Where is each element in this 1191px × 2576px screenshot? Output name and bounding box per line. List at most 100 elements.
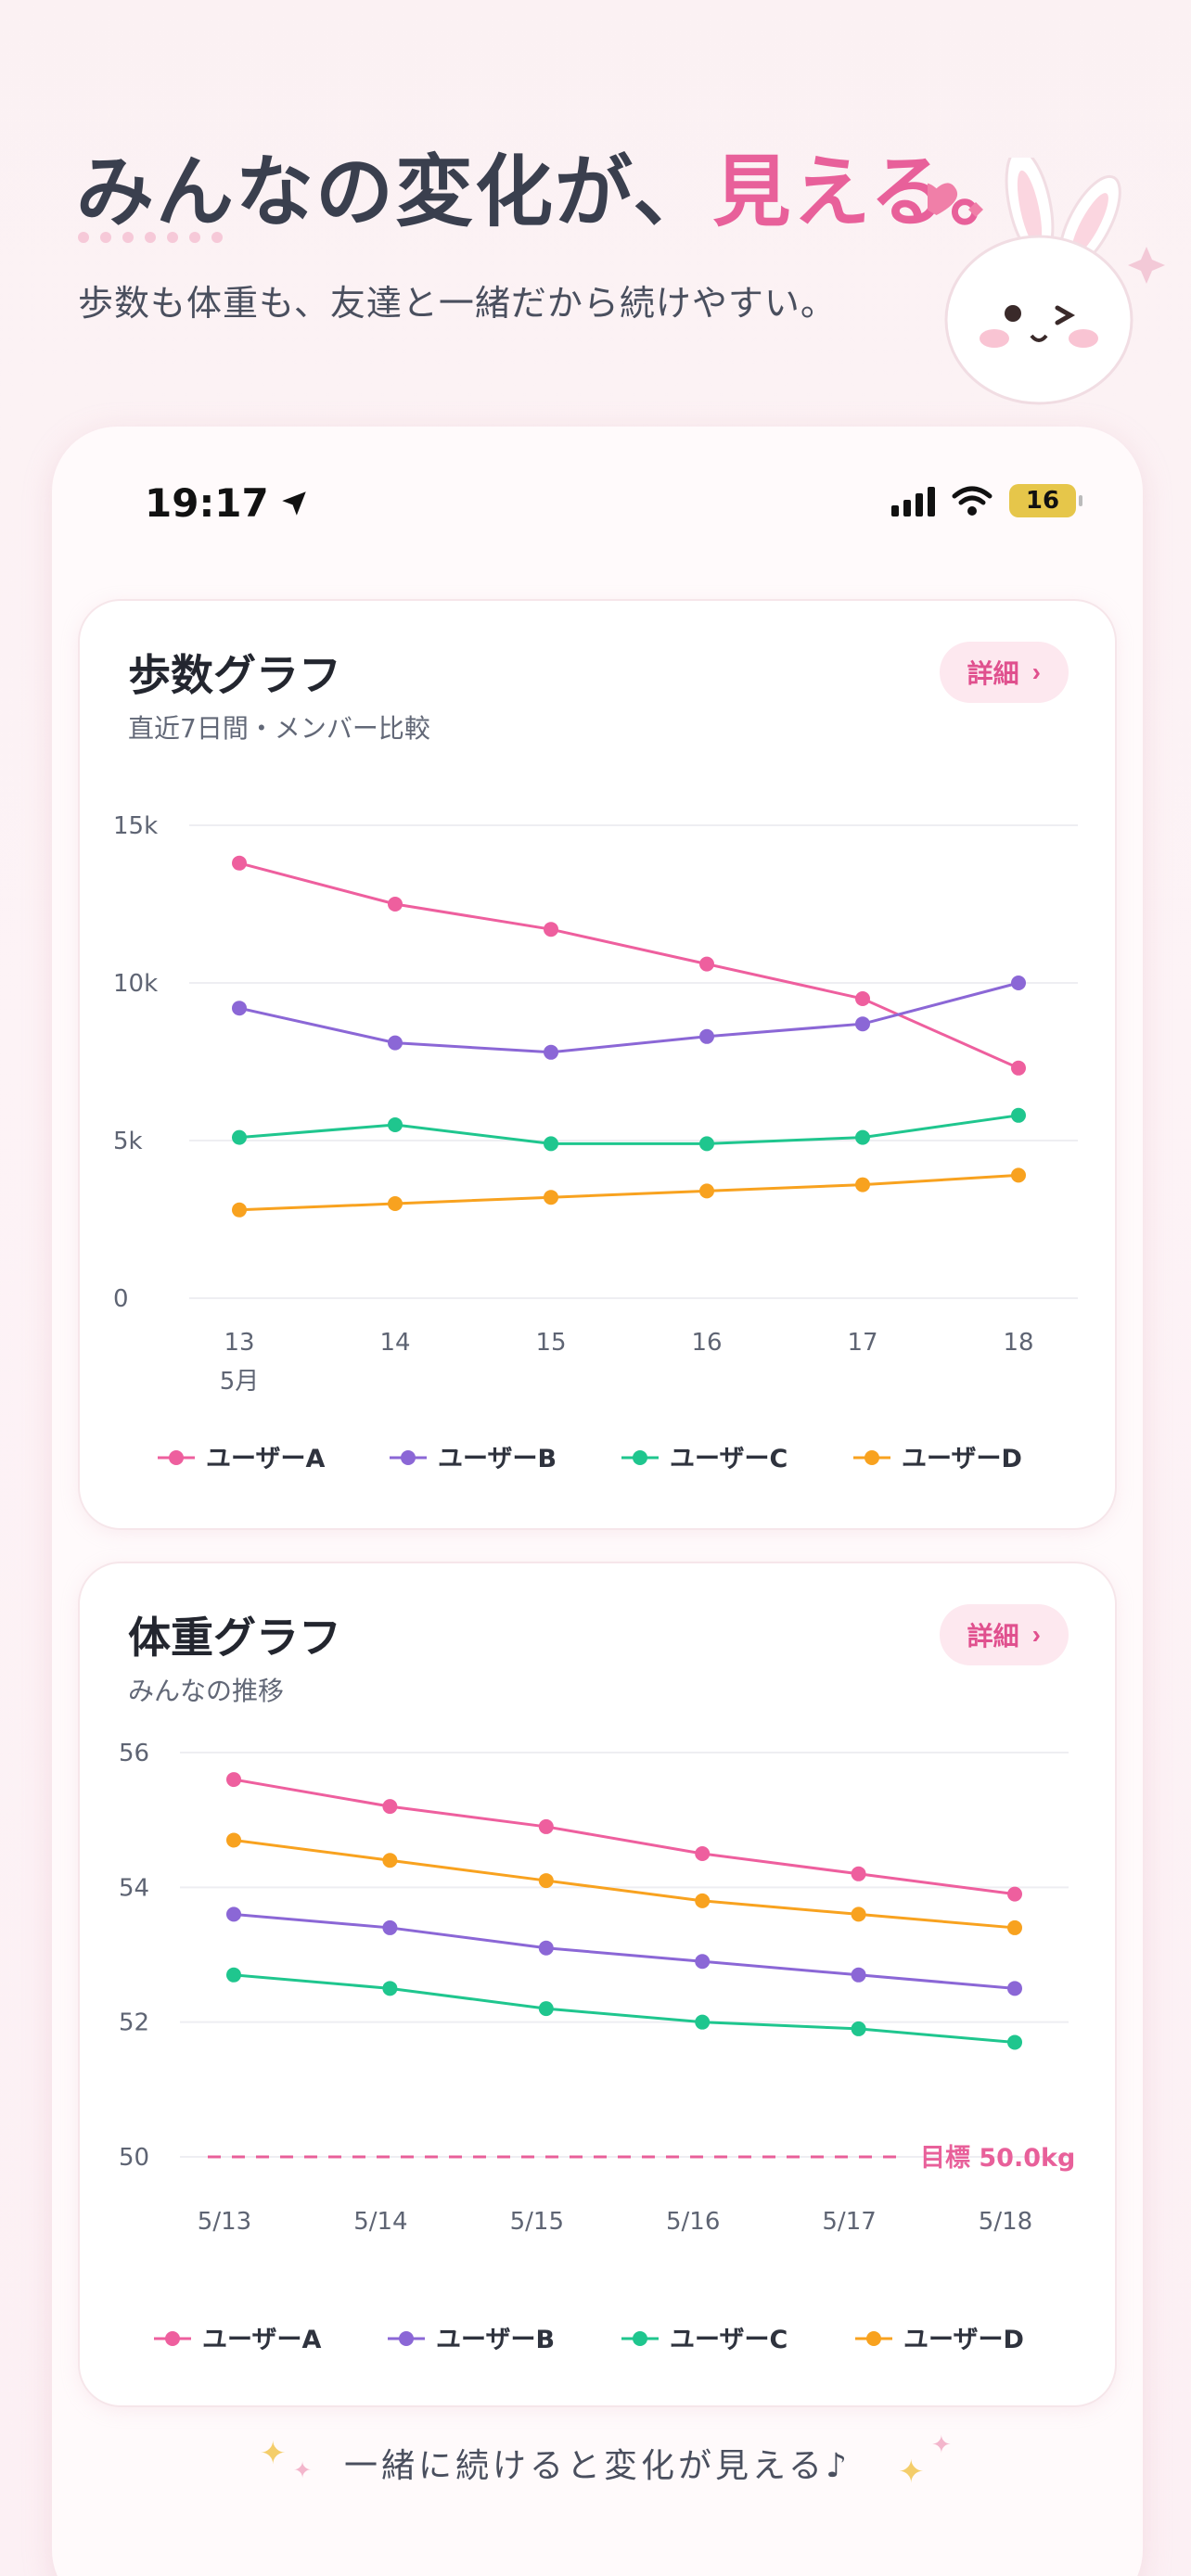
data-point	[695, 1846, 711, 1861]
data-point	[538, 1873, 554, 1889]
y-tick-label: 0	[113, 1285, 129, 1313]
y-tick-label: 56	[119, 1740, 149, 1767]
data-point	[695, 2014, 711, 2030]
data-point	[699, 1136, 714, 1152]
location-arrow-icon	[281, 491, 306, 516]
x-tick-label: 17	[847, 1329, 877, 1357]
status-time: 19:17	[145, 480, 310, 526]
data-point	[544, 922, 558, 937]
data-point	[855, 991, 870, 1006]
data-point	[388, 1117, 403, 1132]
data-point	[851, 1906, 866, 1922]
data-point	[538, 2001, 554, 2017]
legend-label: ユーザーD	[903, 2326, 1024, 2354]
x-tick-label: 5/16	[666, 2208, 720, 2236]
series-line	[233, 1912, 1016, 1990]
y-tick-label: 15k	[113, 812, 158, 840]
data-point	[1011, 1060, 1026, 1076]
data-point	[382, 1919, 398, 1935]
x-tick-label: 18	[1003, 1329, 1033, 1357]
data-point	[1007, 1919, 1022, 1935]
steps-detail-label: 詳細	[967, 659, 1019, 688]
sparkle-icon: ✦	[260, 2435, 287, 2472]
data-point	[1011, 1167, 1026, 1183]
wifi-icon	[952, 486, 992, 516]
data-point	[226, 1906, 241, 1922]
hero-subtitle: 歩数も体重も、友達と一緒だから続けやすい。	[78, 283, 837, 324]
goal-label: 目標 50.0kg	[920, 2144, 1075, 2173]
legend-marker	[864, 1450, 879, 1465]
data-point	[1011, 976, 1026, 990]
series-line	[233, 1778, 1016, 1896]
data-point	[699, 1183, 714, 1199]
decor-dots	[78, 232, 223, 243]
data-point	[1011, 1107, 1026, 1123]
legend-marker	[169, 1450, 184, 1465]
weight-detail-label: 詳細	[967, 1622, 1019, 1651]
legend-marker	[401, 1450, 416, 1465]
legend-label: ユーザーA	[202, 2326, 321, 2354]
hero-title: みんなの変化が、見える。	[76, 130, 1030, 242]
legend-marker	[866, 2331, 881, 2346]
legend-label: ユーザーA	[206, 1445, 325, 1473]
steps-card-title: 歩数グラフ	[128, 650, 341, 700]
weight-detail-button[interactable]: 詳細 ›	[939, 1604, 1069, 1665]
footer-message: 一緒に続けると変化が見える♪	[344, 2447, 851, 2485]
data-point	[538, 1818, 554, 1834]
sparkle-icon: ✦	[898, 2454, 925, 2491]
data-point	[388, 897, 403, 912]
legend-label: ユーザーC	[670, 1445, 788, 1473]
legend-marker	[633, 2331, 647, 2346]
data-point	[855, 1129, 870, 1145]
x-tick-label: 16	[691, 1329, 722, 1357]
legend-marker	[633, 1450, 647, 1465]
data-point	[226, 1832, 241, 1848]
hero-title-accent: 見える。	[712, 147, 1030, 237]
data-point	[855, 1016, 870, 1032]
hero-title-main: みんなの変化が、	[76, 147, 713, 237]
data-point	[382, 1853, 398, 1868]
x-tick-label: 5/18	[979, 2208, 1032, 2236]
legend-label: ユーザーB	[438, 1445, 557, 1473]
data-point	[232, 855, 247, 871]
series-line	[238, 1114, 1019, 1145]
chevron-right-icon: ›	[1031, 657, 1041, 686]
data-point	[851, 1967, 866, 1983]
phone-frame: 19:17 16 歩数グラフ 直近7日間・メンバー比較 詳細 › 0 5k 10k 15…	[52, 427, 1143, 2576]
data-point	[699, 1028, 714, 1044]
weight-card-title: 体重グラフ	[128, 1613, 341, 1663]
x-tick-label: 5/15	[510, 2208, 564, 2236]
data-point	[851, 2021, 866, 2036]
data-point	[1007, 2034, 1022, 2050]
x-tick-label: 14	[379, 1329, 410, 1357]
x-sublabel: 5月	[220, 1368, 260, 1396]
status-indicators: 16	[891, 484, 1082, 517]
sparkle-icon: ✦	[293, 2457, 313, 2483]
data-point	[232, 1001, 247, 1016]
data-point	[855, 1177, 870, 1192]
data-point	[538, 1940, 554, 1956]
weight-chart: 50 52 54 56 目標 50.0kg 5/13 5/14 5/15 5/16 5/17 5/1…	[119, 1740, 1075, 2354]
data-point	[544, 1136, 558, 1152]
legend-marker	[399, 2331, 414, 2346]
battery-indicator: 16	[1009, 484, 1082, 517]
y-tick-label: 5k	[113, 1128, 143, 1155]
chevron-right-icon: ›	[1031, 1620, 1041, 1649]
data-point	[388, 1035, 403, 1051]
data-point	[1007, 1981, 1022, 1996]
series-line	[238, 1173, 1019, 1212]
y-tick-label: 10k	[113, 970, 158, 998]
bunny-mascot-icon	[928, 158, 1165, 405]
x-tick-label: 5/14	[353, 2208, 407, 2236]
data-point	[1007, 1886, 1022, 1902]
steps-detail-button[interactable]: 詳細 ›	[939, 642, 1069, 703]
y-tick-label: 50	[119, 2144, 149, 2172]
x-tick-label: 5/17	[822, 2208, 876, 2236]
legend-label: ユーザーC	[670, 2326, 788, 2354]
series-line	[233, 1973, 1016, 2044]
series-line	[233, 1838, 1016, 1930]
sparkle-icon: ✦	[931, 2431, 952, 2459]
legend-marker	[165, 2331, 180, 2346]
series-line	[238, 861, 1019, 1070]
